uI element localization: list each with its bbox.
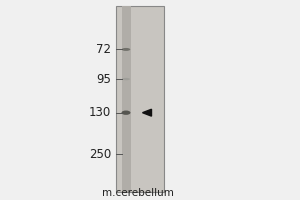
Ellipse shape	[122, 78, 130, 80]
Polygon shape	[142, 109, 152, 116]
Text: 130: 130	[89, 106, 111, 119]
Bar	[122, 6, 130, 192]
Text: 72: 72	[96, 43, 111, 56]
Text: 95: 95	[96, 73, 111, 86]
Ellipse shape	[122, 48, 130, 51]
Text: m.cerebellum: m.cerebellum	[102, 188, 174, 198]
Text: 250: 250	[89, 148, 111, 161]
Bar	[116, 6, 164, 192]
Ellipse shape	[122, 111, 130, 115]
